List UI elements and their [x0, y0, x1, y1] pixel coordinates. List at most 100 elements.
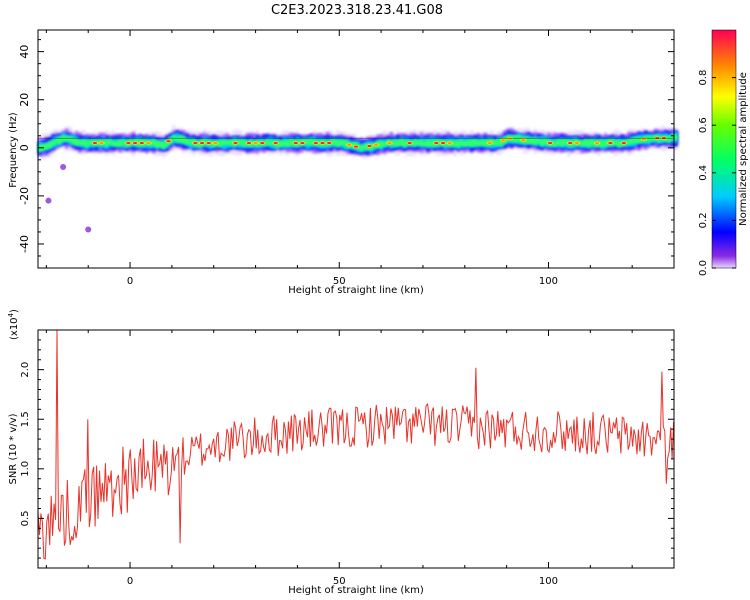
colorbar-ticks: 0.0 0.2 0.4 0.6 0.8 — [698, 70, 736, 276]
y-tick-label: 0.5 — [20, 510, 31, 526]
spectrogram-cell — [516, 135, 521, 143]
spectrogram-peak-core — [320, 141, 325, 144]
spectrogram-peak-core — [146, 141, 151, 144]
y-tick-label: 1.5 — [20, 411, 31, 427]
colorbar-tick-label: 0.2 — [698, 212, 709, 228]
spectrogram-cell — [165, 140, 169, 147]
spectrogram-peak-core — [507, 137, 513, 140]
spectrogram-cell — [543, 138, 548, 146]
spectrogram-cell — [392, 140, 397, 147]
spectrogram-cell — [71, 137, 76, 145]
spectrogram-peak-core — [99, 141, 104, 144]
spectrogram-peak-core — [487, 141, 493, 144]
spectrogram-cell — [463, 141, 467, 147]
spectrogram-cell — [416, 140, 421, 146]
spectrogram-cell — [583, 138, 588, 146]
spectrogram-cell — [64, 136, 69, 142]
spectrogram-cell — [48, 141, 52, 149]
spectrogram-peak-core — [594, 141, 600, 144]
spectrogram-cell — [600, 140, 605, 148]
spectrogram-peak-core — [132, 141, 138, 144]
spectrogram-peak-core — [501, 139, 506, 142]
y-tick-label: 1.0 — [20, 461, 31, 477]
x-tick-label: 50 — [333, 576, 346, 587]
colorbar-tick-label: 0.4 — [698, 165, 709, 181]
spectrogram-peak-core — [641, 138, 647, 141]
spectrogram-cell — [161, 142, 166, 149]
spectrogram-peak-core — [440, 141, 446, 144]
y-tick-label: 2.0 — [20, 362, 31, 378]
spectrogram-peak-core — [621, 141, 626, 144]
spectrogram-cell — [476, 140, 481, 147]
spectrogram-cell — [44, 143, 49, 149]
spectrogram-cell — [479, 139, 484, 146]
spectrogram-cell — [104, 139, 109, 147]
spectrogram-cell — [613, 140, 618, 146]
spectrogram-peak-core — [233, 141, 238, 144]
figure-title: C2E3.2023.318.23.41.G08 — [271, 3, 443, 18]
spectrogram-peak-core — [260, 141, 265, 144]
spectrogram-cell — [560, 139, 564, 147]
colorbar-tick-label: 0.6 — [698, 117, 709, 133]
spectrogram-cell — [118, 139, 123, 148]
spectrogram-cell — [339, 139, 344, 146]
spectrogram-peak-core — [313, 141, 319, 144]
y-tick-label: -20 — [18, 187, 31, 205]
spectrogram-cell — [536, 138, 541, 144]
spectrogram-cell — [670, 134, 675, 141]
spectrogram-cell — [289, 139, 293, 147]
spectrogram-cell — [586, 139, 591, 148]
spectrogram-cell — [78, 140, 82, 146]
spectrogram-cell — [667, 135, 672, 143]
spectrogram-cell — [362, 144, 367, 150]
spectrogram-cell — [499, 140, 504, 146]
colorbar-label: Normalized spectral amplitude — [738, 72, 749, 226]
spectrogram-cell — [459, 139, 464, 146]
spectrogram-cell — [108, 139, 113, 145]
spectrogram-peak-core — [367, 145, 372, 148]
spectrogram-cell — [359, 145, 364, 152]
spectrogram-cell — [68, 135, 72, 142]
spectrogram-cell — [309, 138, 313, 146]
snr-scale-label: (x104) — [7, 309, 20, 340]
snr-series-line — [37, 329, 675, 560]
spectrogram-cell — [469, 139, 474, 147]
spectrogram-marks — [38, 125, 678, 233]
spectrogram-cell — [242, 139, 246, 147]
spectrogram-cell — [453, 140, 457, 147]
spectrogram-cell — [493, 139, 498, 146]
spectrogram-cell — [151, 139, 156, 146]
spectrogram-cell — [630, 138, 635, 144]
spectrogram-peak-core — [547, 141, 553, 144]
spectrogram-cell — [111, 140, 116, 147]
spectrogram-cell — [426, 139, 431, 147]
spectrogram-peak-core — [206, 141, 211, 144]
x-tick-label: 0 — [127, 276, 133, 287]
spectrogram-cell — [399, 138, 404, 146]
spectrogram-cell — [617, 140, 621, 148]
spectrogram-cell — [580, 140, 585, 147]
spectrogram-peak-core — [447, 141, 452, 144]
spectrogram-panel: 0 50 100 -40 -20 0 20 40 Height of straight lin… — [8, 29, 678, 296]
snr-ylabel: SNR (10 * v/v) — [8, 413, 19, 484]
y-tick-label: 0 — [18, 144, 31, 151]
spectrogram-cell — [603, 140, 608, 147]
spectrogram-peak-core — [347, 143, 352, 146]
spectrogram-cell — [342, 139, 347, 146]
spectrogram-peak-core — [574, 141, 580, 144]
spectrogram-cell — [540, 139, 544, 147]
spectrogram-cell — [155, 140, 159, 149]
spectrogram-cell — [88, 139, 92, 145]
spectrogram-cell — [279, 140, 283, 148]
snr-xlabel: Height of straight line (km) — [288, 585, 424, 596]
spectrogram-peak-core — [434, 141, 439, 144]
spectrogram-cell — [185, 138, 190, 145]
spectrogram-cell — [473, 138, 477, 146]
colorbar-tick-label: 0.8 — [698, 70, 709, 86]
spectrogram-cell — [513, 135, 518, 143]
spectrogram-cell — [563, 139, 568, 146]
spectrogram-cell — [456, 140, 461, 148]
spectrogram-peak-core — [213, 141, 218, 144]
spectrogram-cell — [265, 138, 270, 146]
